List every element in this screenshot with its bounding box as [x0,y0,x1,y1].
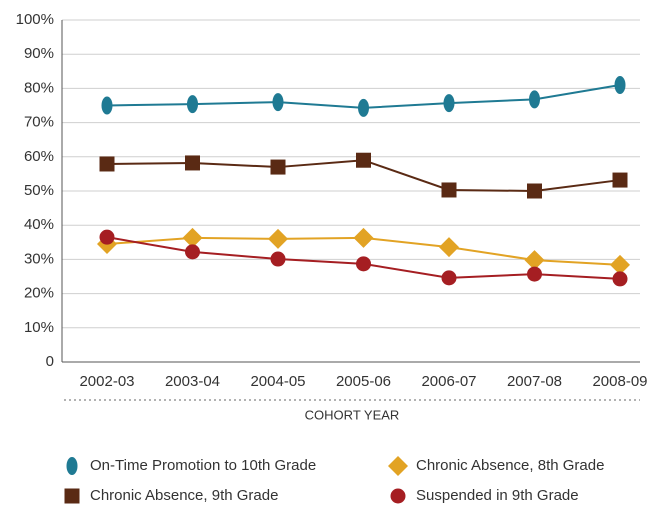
data-point [439,237,459,258]
data-point [358,98,369,117]
data-point [524,250,545,271]
legend-marker [388,456,408,476]
data-point [610,254,630,275]
legend-marker [390,488,406,504]
data-point [356,152,371,168]
x-tick-label: 2006-07 [421,373,476,390]
data-point [99,229,115,245]
x-tick-label: 2002-03 [79,373,134,390]
data-point [529,90,540,109]
y-tick-label: 0 [46,353,54,370]
y-tick-label: 60% [24,148,54,165]
y-tick-label: 70% [24,114,54,131]
data-point [270,251,286,267]
legend-label: On-Time Promotion to 10th Grade [90,457,316,474]
legend-label: Suspended in 9th Grade [416,487,579,504]
data-point [187,95,198,114]
x-tick-label: 2003-04 [165,373,220,390]
data-point [272,93,284,112]
y-tick-label: 10% [24,319,54,336]
x-tick-label: 2008-09 [592,373,647,390]
y-tick-label: 50% [24,182,54,199]
data-point [353,227,374,248]
x-tick-label: 2007-08 [507,373,562,390]
data-point [441,182,457,198]
data-point [101,96,113,115]
y-tick-label: 100% [16,11,54,28]
legend-marker [64,488,80,504]
data-point [356,256,371,272]
legend-label: Chronic Absence, 9th Grade [90,487,278,504]
data-point [612,172,628,188]
y-tick-label: 30% [24,250,54,267]
data-point [99,156,115,172]
data-point [441,270,457,286]
data-point [270,159,286,175]
data-point [614,75,626,94]
x-tick-label: 2004-05 [250,373,305,390]
legend-label: Chronic Absence, 8th Grade [416,457,604,474]
x-axis-title: COHORT YEAR [305,407,400,422]
data-point [185,244,200,260]
data-point [185,155,200,171]
y-tick-label: 20% [24,285,54,302]
data-point [612,271,628,287]
data-point [182,227,203,248]
y-tick-label: 40% [24,216,54,233]
data-point [527,183,542,199]
data-point [443,94,455,113]
x-tick-label: 2005-06 [336,373,391,390]
y-tick-label: 80% [24,79,54,96]
legend-marker [66,457,78,475]
data-point [268,228,288,249]
data-point [527,266,542,282]
y-tick-label: 90% [24,45,54,62]
